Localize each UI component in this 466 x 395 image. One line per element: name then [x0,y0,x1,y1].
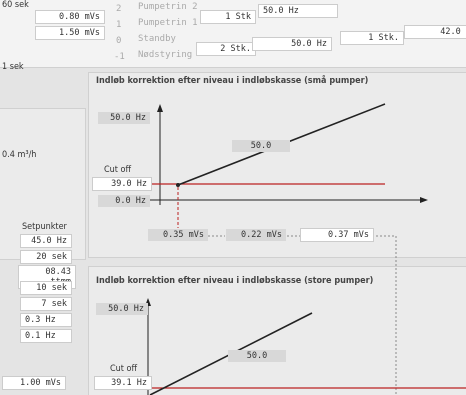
cutoff-label: Cut off [104,165,132,175]
value-box: 50.0 Hz [252,37,332,51]
point [176,183,180,187]
setpoint[interactable]: 20 sek [20,250,72,264]
value-box: 2 Stk. [196,42,256,56]
setpoint[interactable]: 7 sek [20,297,72,311]
setpoint[interactable]: 0.3 Hz [20,313,72,327]
x-value: 0.22 mVs [226,229,286,241]
mode-name: Nødstyring [138,50,193,60]
point-value: 50.0 [232,140,290,152]
panel-title: Indløb korrektion efter niveau i indløbs… [96,76,369,86]
mode-number: 2 [116,4,122,14]
value-box: 1 Stk. [340,31,404,45]
cutoff-value[interactable]: 39.1 Hz [94,376,152,390]
mode-number: 1 [116,20,122,30]
cutoff-value[interactable]: 39.0 Hz [92,177,152,191]
setpoint[interactable]: 45.0 Hz [20,234,72,248]
max-value: 50.0 Hz [98,112,150,124]
chart-panel [88,72,466,258]
value: 1 sek [2,62,24,72]
setpoint[interactable]: 0.1 Hz [20,329,72,343]
value-box: 0.80 mVs [35,10,105,24]
value-box: 42.0 H [404,25,466,39]
mode-name: Standby [138,34,176,44]
value-box: 50.0 Hz [258,4,338,18]
mode-name: Pumpetrin 2 [138,2,198,12]
point-value: 50.0 [228,350,286,362]
arrow [157,104,163,112]
mode-name: Pumpetrin 1 [138,18,198,28]
flow-value: 0.4 m³/h [2,150,37,160]
x-value[interactable]: 0.37 mVs [300,228,374,242]
arrow [420,197,428,203]
value-box: 1 Stk [200,10,256,24]
value: 60 sek [2,0,29,10]
setpoints-title: Setpunkter [22,222,67,232]
panel-title: Indløb korrektion efter niveau i indløbs… [96,276,374,286]
value-box: 1.50 mVs [35,26,105,40]
x-value: 0.35 mVs [148,229,208,241]
mode-number: 0 [116,36,122,46]
mode-number: -1 [114,52,125,62]
max-value: 50.0 Hz [96,303,148,315]
cutoff-label: Cut off [110,364,138,374]
setpoint[interactable]: 10 sek [20,281,72,295]
min-value: 0.0 Hz [98,195,150,207]
value-box: 1.00 mVs [2,376,66,390]
